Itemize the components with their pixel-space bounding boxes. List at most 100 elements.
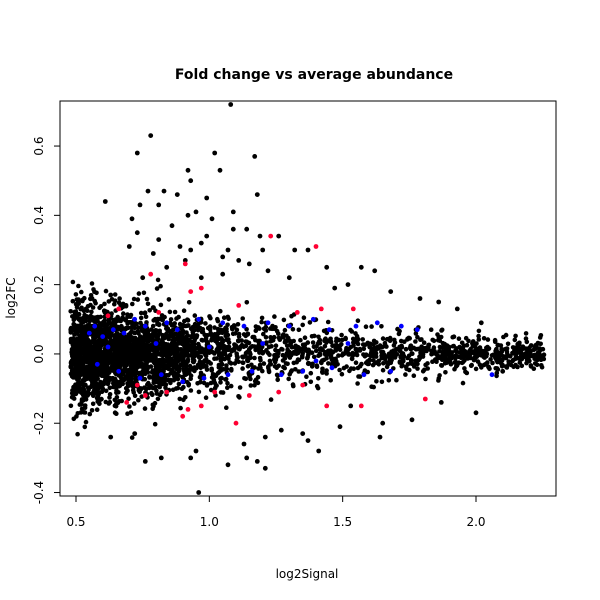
data-point [101, 357, 107, 362]
data-point [315, 385, 321, 391]
data-point [519, 363, 525, 369]
data-point [83, 373, 89, 379]
data-point [140, 364, 145, 370]
data-point [243, 353, 248, 358]
data-point [215, 331, 220, 336]
data-point [495, 353, 501, 358]
data-point [436, 299, 442, 305]
data-point [358, 403, 364, 409]
data-point [172, 331, 178, 337]
data-point [107, 399, 113, 405]
data-point [483, 351, 489, 356]
data-point [244, 300, 250, 305]
data-point [278, 372, 284, 378]
data-point [133, 375, 138, 381]
data-point [360, 337, 366, 342]
data-point [263, 335, 269, 340]
data-point [186, 383, 191, 388]
data-point [305, 354, 311, 360]
data-point [188, 455, 194, 461]
data-point [120, 348, 125, 354]
data-point [140, 368, 145, 374]
data-point [355, 341, 361, 347]
data-point [463, 335, 469, 341]
data-point [180, 379, 186, 385]
data-point [484, 345, 489, 351]
data-point [292, 247, 298, 253]
data-point [236, 346, 241, 352]
data-point [196, 316, 202, 322]
data-point [203, 321, 208, 326]
data-point [125, 360, 130, 366]
data-point [218, 342, 223, 347]
data-point [181, 384, 186, 390]
data-point [82, 329, 87, 335]
data-point [394, 377, 399, 383]
data-point [244, 339, 250, 345]
data-point [403, 372, 408, 377]
data-point [159, 389, 164, 395]
data-point [105, 321, 110, 327]
data-point [70, 298, 76, 304]
data-point [89, 296, 95, 301]
data-point [464, 342, 470, 348]
data-point [166, 373, 171, 378]
data-point [476, 333, 481, 339]
data-point [99, 396, 104, 402]
data-point [127, 404, 132, 409]
chart-title: Fold change vs average abundance [175, 67, 453, 83]
data-point [102, 301, 107, 307]
data-point [132, 316, 138, 322]
data-point [166, 365, 171, 371]
data-point [456, 336, 462, 342]
data-point [108, 292, 114, 298]
data-point [171, 351, 177, 356]
data-point [224, 363, 229, 368]
data-point [440, 340, 446, 346]
data-point [196, 490, 202, 495]
data-point [188, 345, 194, 350]
data-point [69, 395, 75, 400]
data-point [156, 310, 162, 315]
data-point [531, 347, 537, 353]
data-point [468, 346, 473, 352]
data-point [82, 424, 88, 430]
data-point [239, 338, 244, 343]
data-point [204, 367, 210, 372]
data-point [365, 361, 371, 367]
data-point [460, 345, 466, 351]
data-point [220, 330, 225, 336]
data-point [150, 353, 156, 358]
data-point [284, 343, 290, 348]
data-point [76, 311, 82, 317]
data-point [411, 373, 417, 379]
data-point [436, 378, 441, 383]
data-point [272, 314, 277, 319]
data-point [275, 377, 281, 383]
data-point [515, 341, 520, 347]
data-point [252, 344, 257, 349]
data-point [241, 441, 247, 447]
data-point [258, 357, 263, 363]
data-point [391, 343, 397, 348]
data-point [271, 334, 277, 340]
data-point [324, 264, 330, 270]
data-point [236, 258, 242, 263]
data-point [326, 361, 331, 366]
data-point [75, 411, 81, 416]
data-point [328, 378, 334, 383]
data-point [463, 369, 468, 375]
data-point [220, 320, 226, 326]
data-point [68, 330, 74, 335]
data-point [214, 337, 219, 343]
data-point [188, 373, 194, 379]
data-point [134, 365, 140, 370]
data-point [94, 371, 100, 377]
data-point [86, 387, 91, 393]
data-point [356, 374, 361, 379]
data-point [114, 395, 120, 400]
data-point [311, 344, 317, 350]
data-point [462, 366, 467, 371]
data-point [183, 345, 189, 350]
data-point [371, 342, 376, 347]
